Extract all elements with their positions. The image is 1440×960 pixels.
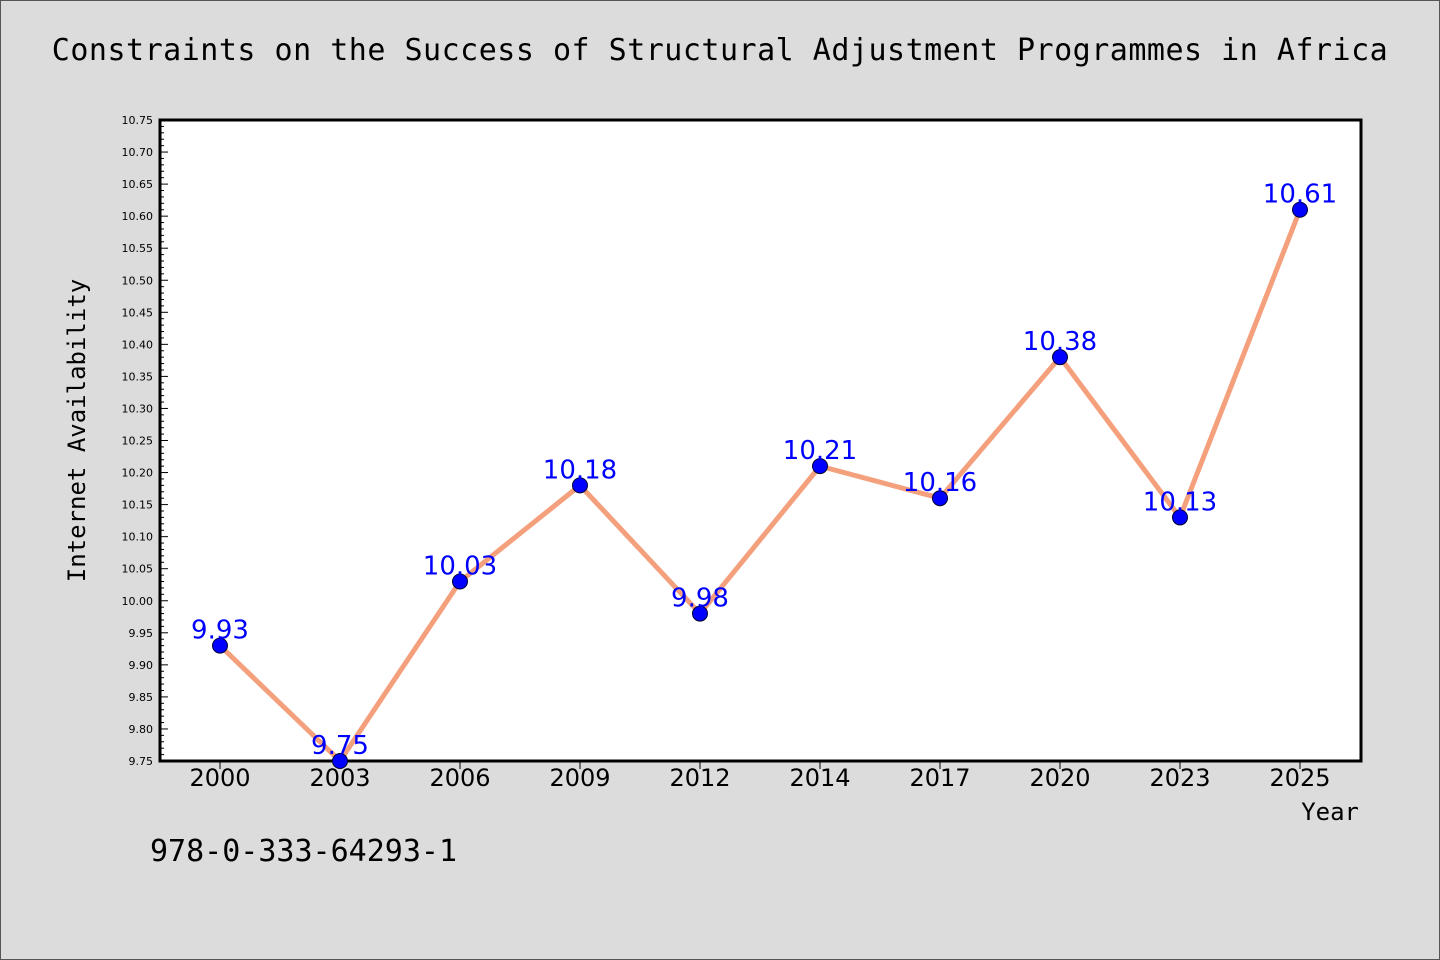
- data-point: [1172, 509, 1188, 526]
- x-tick-label: 2023: [1149, 764, 1210, 792]
- chart-title: Constraints on the Success of Structural…: [51, 33, 1389, 68]
- data-label: 10.38: [1023, 327, 1097, 357]
- y-tick-label: 10.65: [122, 178, 154, 191]
- y-tick-label: 10.30: [122, 402, 154, 415]
- plot-area: [158, 118, 1363, 763]
- y-tick-label: 10.45: [122, 306, 154, 319]
- data-label: 10.03: [423, 552, 497, 582]
- data-label: 10.18: [543, 455, 617, 485]
- x-tick-label: 2020: [1029, 764, 1090, 792]
- y-tick-label: 10.50: [122, 274, 154, 287]
- y-tick-label: 10.15: [122, 499, 154, 512]
- y-tick-label: 10.00: [122, 595, 154, 608]
- y-axis: 9.75 9.80 9.85 9.90 9.95 10.00 10.05 10.10 10.15…: [122, 114, 168, 768]
- data-label: 9.93: [191, 616, 249, 646]
- series-group: 9.93 9.75 10.03 10.18 9.98 10.21 10.16 10.38 10.…: [191, 180, 1337, 769]
- data-point: [1052, 349, 1068, 366]
- data-point: [572, 477, 588, 494]
- y-tick-label: 10.55: [122, 242, 154, 255]
- y-tick-label: 9.80: [129, 723, 154, 736]
- x-axis: 2000 2003 2006 2009 2012 2014 2017 2020 2023 2025: [189, 761, 1331, 792]
- isbn-text: 978-0-333-64293-1: [150, 834, 458, 869]
- x-tick-label: 2006: [429, 764, 490, 792]
- data-label: 10.21: [783, 436, 857, 466]
- data-point: [212, 637, 228, 654]
- x-tick-label: 2012: [669, 764, 730, 792]
- data-label: 10.13: [1143, 487, 1217, 517]
- data-label: 9.98: [671, 584, 729, 614]
- x-tick-label: 2009: [549, 764, 610, 792]
- y-tick-label: 9.90: [129, 659, 154, 672]
- y-tick-label: 9.85: [129, 691, 154, 704]
- data-label: 10.16: [903, 468, 977, 498]
- y-axis-label: Internet Availability: [63, 279, 91, 582]
- y-tick-label: 10.10: [122, 531, 154, 544]
- y-tick-label: 10.75: [122, 114, 154, 127]
- data-label: 10.61: [1263, 180, 1337, 210]
- data-point: [932, 490, 948, 507]
- x-tick-label: 2014: [789, 764, 850, 792]
- data-point: [812, 458, 828, 475]
- x-tick-label: 2017: [909, 764, 970, 792]
- data-point: [692, 605, 708, 622]
- y-tick-label: 10.70: [122, 146, 154, 159]
- series-line: [218, 208, 1303, 764]
- x-axis-label: Year: [1301, 798, 1359, 826]
- x-tick-label: 2000: [189, 764, 250, 792]
- y-tick-label: 9.75: [129, 755, 154, 768]
- x-tick-label: 2025: [1269, 764, 1330, 792]
- data-point: [332, 753, 348, 769]
- data-point: [452, 573, 468, 590]
- y-tick-label: 10.05: [122, 563, 154, 576]
- y-tick-label: 10.25: [122, 435, 154, 448]
- data-label: 9.75: [311, 731, 369, 761]
- data-point: [1292, 201, 1308, 218]
- y-tick-label: 10.35: [122, 370, 154, 383]
- y-tick-label: 10.60: [122, 210, 154, 223]
- y-tick-label: 10.40: [122, 338, 154, 351]
- y-tick-label: 10.20: [122, 467, 154, 480]
- y-tick-label: 9.95: [129, 627, 154, 640]
